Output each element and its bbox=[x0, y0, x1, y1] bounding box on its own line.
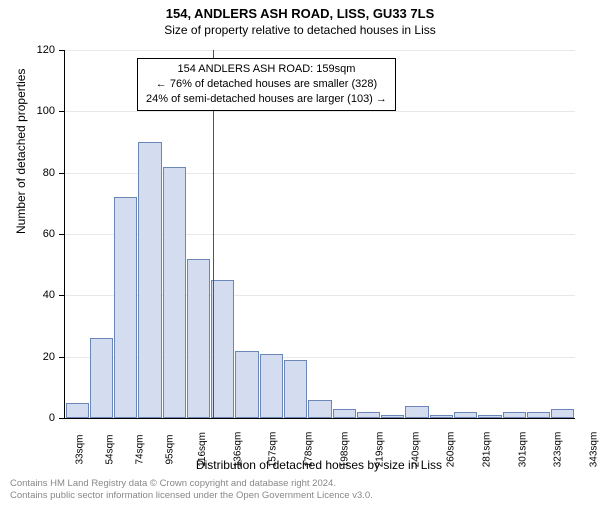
footer-attribution: Contains HM Land Registry data © Crown c… bbox=[10, 478, 373, 502]
y-tick bbox=[59, 418, 65, 419]
bar bbox=[308, 400, 331, 418]
y-tick-label: 100 bbox=[37, 105, 55, 117]
info-line-1: 154 ANDLERS ASH ROAD: 159sqm bbox=[146, 62, 387, 77]
page-title-address: 154, ANDLERS ASH ROAD, LISS, GU33 7LS bbox=[0, 6, 600, 21]
info-box: 154 ANDLERS ASH ROAD: 159sqm ← 76% of de… bbox=[137, 58, 396, 111]
histogram-plot: 33sqm54sqm74sqm95sqm116sqm136sqm157sqm17… bbox=[64, 50, 575, 419]
footer-line-1: Contains HM Land Registry data © Crown c… bbox=[10, 478, 373, 490]
bar bbox=[138, 142, 161, 418]
bar bbox=[235, 351, 258, 418]
footer-line-2: Contains public sector information licen… bbox=[10, 490, 373, 502]
bar bbox=[381, 415, 404, 418]
bar bbox=[90, 338, 113, 418]
x-axis-title: Distribution of detached houses by size … bbox=[64, 458, 574, 472]
bar bbox=[503, 412, 526, 418]
bar bbox=[454, 412, 477, 418]
bar bbox=[478, 415, 501, 418]
bar bbox=[357, 412, 380, 418]
bar bbox=[114, 197, 137, 418]
bar bbox=[551, 409, 574, 418]
bar bbox=[527, 412, 550, 418]
y-axis-title: Number of detached properties bbox=[14, 69, 28, 234]
x-tick-label: 343sqm bbox=[588, 432, 599, 468]
bar bbox=[260, 354, 283, 418]
bar bbox=[66, 403, 89, 418]
y-tick-label: 0 bbox=[49, 412, 55, 424]
y-tick-label: 80 bbox=[43, 167, 55, 179]
info-line-2: ← 76% of detached houses are smaller (32… bbox=[146, 77, 387, 92]
y-tick-label: 40 bbox=[43, 289, 55, 301]
bar bbox=[430, 415, 453, 418]
bar bbox=[333, 409, 356, 418]
bar bbox=[187, 259, 210, 418]
y-tick-label: 60 bbox=[43, 228, 55, 240]
y-tick-label: 120 bbox=[37, 44, 55, 56]
info-line-3: 24% of semi-detached houses are larger (… bbox=[146, 92, 387, 107]
bar bbox=[284, 360, 307, 418]
bar bbox=[163, 167, 186, 418]
page-subtitle: Size of property relative to detached ho… bbox=[0, 23, 600, 37]
y-tick-label: 20 bbox=[43, 351, 55, 363]
bar bbox=[211, 280, 234, 418]
bar bbox=[405, 406, 428, 418]
x-labels: 33sqm54sqm74sqm95sqm116sqm136sqm157sqm17… bbox=[65, 418, 575, 435]
